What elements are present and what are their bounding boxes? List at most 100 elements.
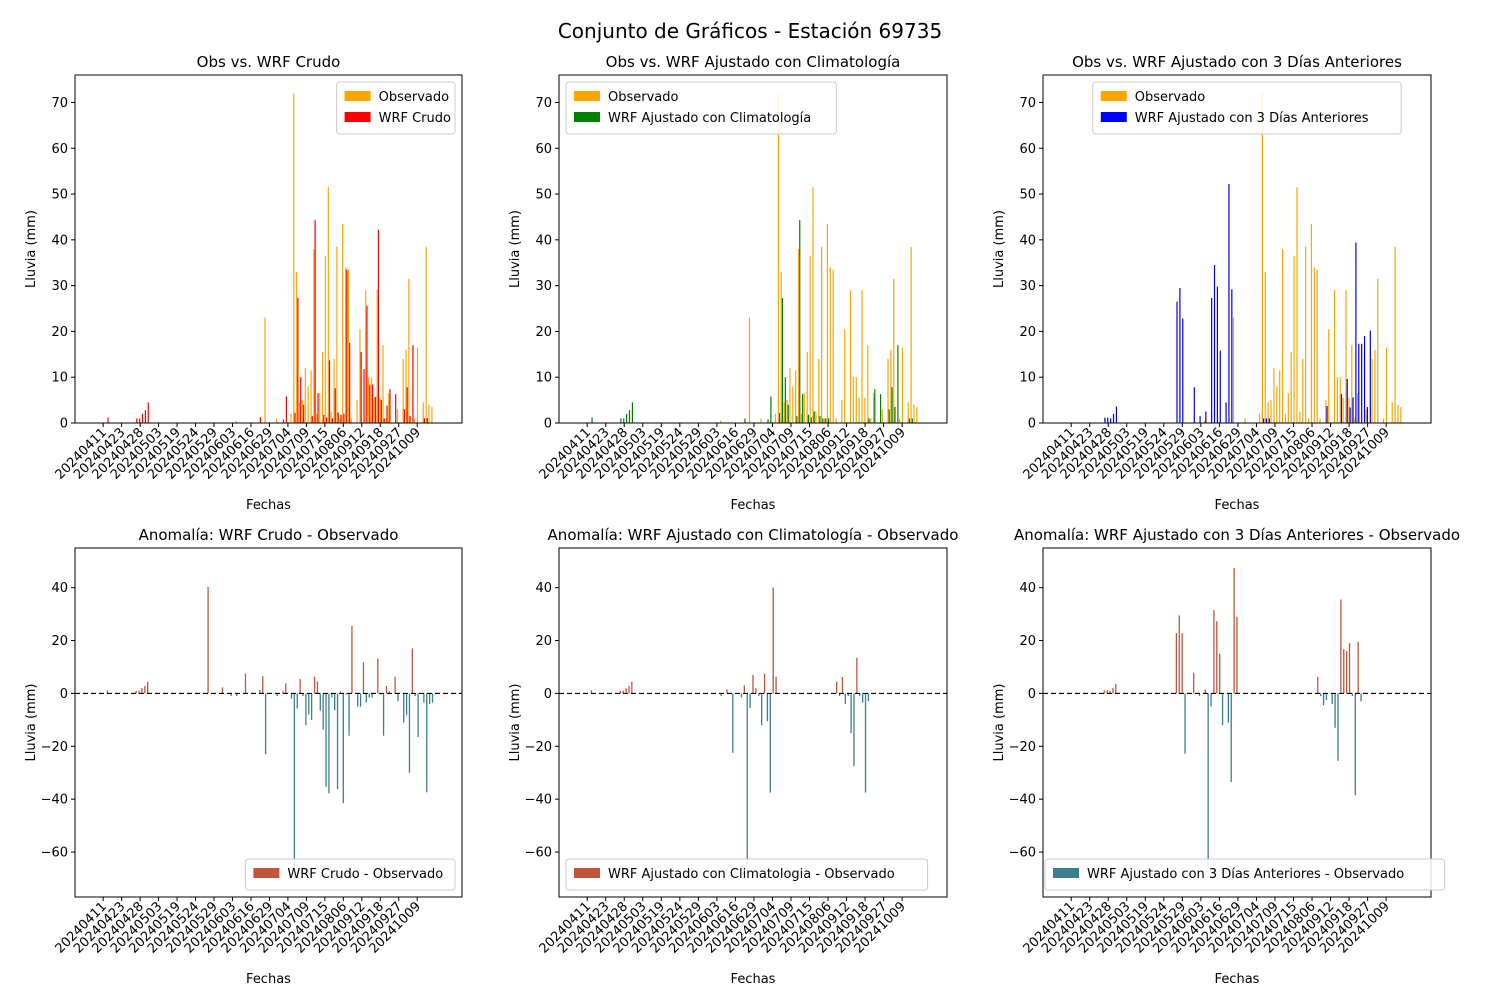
- legend-swatch: [574, 868, 600, 878]
- bar: [802, 394, 804, 423]
- bar: [763, 673, 766, 694]
- bar: [1268, 418, 1270, 423]
- bar: [590, 690, 593, 694]
- bar: [619, 690, 621, 694]
- bar: [821, 246, 823, 423]
- y-tick-label: 60: [1019, 142, 1036, 157]
- bar: [141, 413, 144, 423]
- bar: [1342, 397, 1344, 423]
- bar: [144, 410, 146, 423]
- bar: [800, 413, 803, 423]
- y-tick-label: 0: [1028, 687, 1036, 702]
- bar: [853, 693, 855, 767]
- bar: [1262, 418, 1265, 423]
- bar: [138, 690, 140, 694]
- bar: [328, 693, 330, 794]
- bar: [625, 688, 627, 694]
- bar: [622, 690, 624, 694]
- bar: [746, 693, 748, 867]
- bar: [1361, 343, 1363, 423]
- bar: [901, 347, 904, 423]
- y-tick-label: 10: [535, 371, 552, 386]
- bar: [1112, 413, 1115, 423]
- y-tick-label: 60: [51, 142, 68, 157]
- bar: [1176, 301, 1178, 423]
- bar: [431, 693, 434, 703]
- bar: [841, 400, 843, 423]
- bar: [1115, 683, 1117, 694]
- bar: [1358, 343, 1360, 423]
- bar: [405, 349, 407, 423]
- bar: [888, 409, 890, 423]
- bar: [1273, 368, 1275, 423]
- bar: [336, 693, 339, 790]
- bar: [1104, 417, 1106, 423]
- y-tick-label: 20: [1019, 325, 1036, 340]
- bar: [414, 418, 416, 423]
- bar: [861, 693, 864, 703]
- bar: [423, 693, 425, 703]
- bar: [1343, 649, 1345, 694]
- bar: [809, 255, 811, 423]
- y-tick-label: 0: [544, 687, 552, 702]
- bar: [786, 400, 788, 423]
- legend-swatch: [1100, 91, 1127, 101]
- bar: [348, 693, 350, 736]
- bar: [807, 414, 810, 423]
- bar: [1348, 397, 1350, 423]
- panel-title: Anomalía: WRF Ajustado con Climatología …: [548, 526, 959, 544]
- bar: [767, 419, 769, 423]
- bar: [296, 271, 298, 423]
- legend-box: [565, 81, 837, 135]
- bar: [302, 693, 304, 697]
- bar: [1204, 689, 1206, 694]
- bar: [294, 412, 296, 423]
- bar: [1261, 93, 1263, 423]
- legend-entry: WRF Ajustado con 3 Días Anteriores: [1135, 111, 1369, 126]
- bar: [264, 693, 267, 755]
- legend-entry: Observado: [608, 90, 679, 105]
- y-tick-label: 40: [51, 581, 68, 596]
- y-tick-label: 60: [535, 142, 552, 157]
- bar: [1354, 418, 1356, 423]
- bar: [324, 255, 327, 423]
- bar: [1369, 330, 1371, 423]
- panel-title: Obs vs. WRF Crudo: [197, 53, 341, 71]
- legend-box: [244, 858, 456, 891]
- bar: [898, 418, 901, 423]
- bar: [908, 418, 910, 423]
- bar: [850, 693, 852, 734]
- bar: [1107, 417, 1109, 423]
- bar: [1216, 286, 1218, 423]
- panel-p2: Obs vs. WRF Ajustado con Climatología 0 10…: [508, 53, 948, 513]
- bar: [1181, 633, 1183, 694]
- bar: [1205, 411, 1207, 423]
- bar: [1400, 406, 1402, 423]
- bar: [425, 246, 427, 423]
- bar: [282, 691, 284, 694]
- panel-title: Anomalía: WRF Ajustado con 3 Días Anteri…: [1014, 526, 1460, 544]
- bar: [726, 689, 728, 694]
- bar: [230, 693, 232, 697]
- bar: [916, 406, 918, 423]
- bar: [1258, 413, 1261, 423]
- bar: [299, 678, 301, 694]
- bar: [325, 693, 327, 787]
- bar: [386, 405, 388, 423]
- bar: [760, 418, 762, 423]
- legend: WRF Crudo - Observado: [244, 858, 456, 891]
- bar: [371, 693, 373, 698]
- bar: [1391, 402, 1393, 423]
- bar: [276, 693, 278, 697]
- bar: [311, 693, 313, 720]
- panel-p1: Obs vs. WRF Crudo01020304050607020240411…: [24, 53, 463, 513]
- bar: [316, 681, 319, 694]
- y-tick-label: −40: [525, 793, 552, 808]
- bar: [313, 676, 316, 694]
- bar: [822, 418, 824, 423]
- bar: [1178, 615, 1180, 694]
- bar: [370, 377, 373, 423]
- bar: [1106, 690, 1108, 694]
- legend: WRF Ajustado con Climatologia - Observad…: [565, 858, 929, 891]
- y-tick-label: 70: [1019, 96, 1036, 111]
